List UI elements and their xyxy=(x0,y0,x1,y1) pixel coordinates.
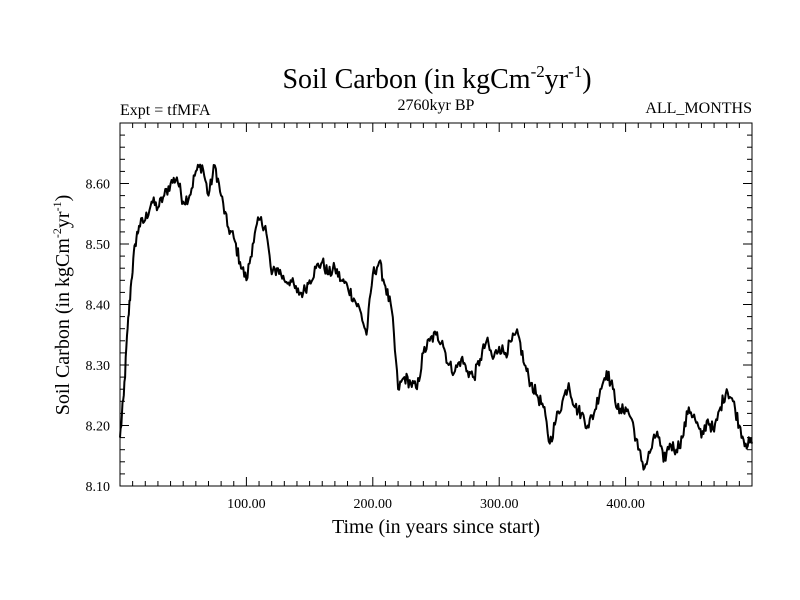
subtitle-period: 2760kyr BP xyxy=(398,97,475,114)
y-axis-label: Soil Carbon (in kgCm-2yr-1) xyxy=(50,195,74,416)
y-tick-label: 8.40 xyxy=(86,299,111,314)
y-tick-label: 8.30 xyxy=(86,359,111,374)
y-tick-labels: 8.10 8.20 8.30 8.40 8.50 8.60 xyxy=(86,178,111,496)
subtitle-expt: Expt = tfMFA xyxy=(120,102,211,119)
y-tick-label: 8.50 xyxy=(86,238,111,253)
x-tick-label: 200.00 xyxy=(354,497,393,512)
axis-ticks xyxy=(120,123,752,486)
y-tick-label: 8.20 xyxy=(86,420,111,435)
x-axis-label: Time (in years since start) xyxy=(332,516,540,538)
subtitle-months: ALL_MONTHS xyxy=(645,100,752,117)
x-tick-label: 300.00 xyxy=(480,497,519,512)
x-tick-label: 100.00 xyxy=(227,497,266,512)
x-tick-labels: 100.00 200.00 300.00 400.00 xyxy=(227,497,645,512)
y-tick-label: 8.10 xyxy=(86,480,111,495)
y-tick-label: 8.60 xyxy=(86,178,111,193)
x-tick-label: 400.00 xyxy=(606,497,645,512)
chart-title: Soil Carbon (in kgCm-2yr-1) xyxy=(282,62,591,95)
series-line-soil-carbon xyxy=(119,163,753,471)
